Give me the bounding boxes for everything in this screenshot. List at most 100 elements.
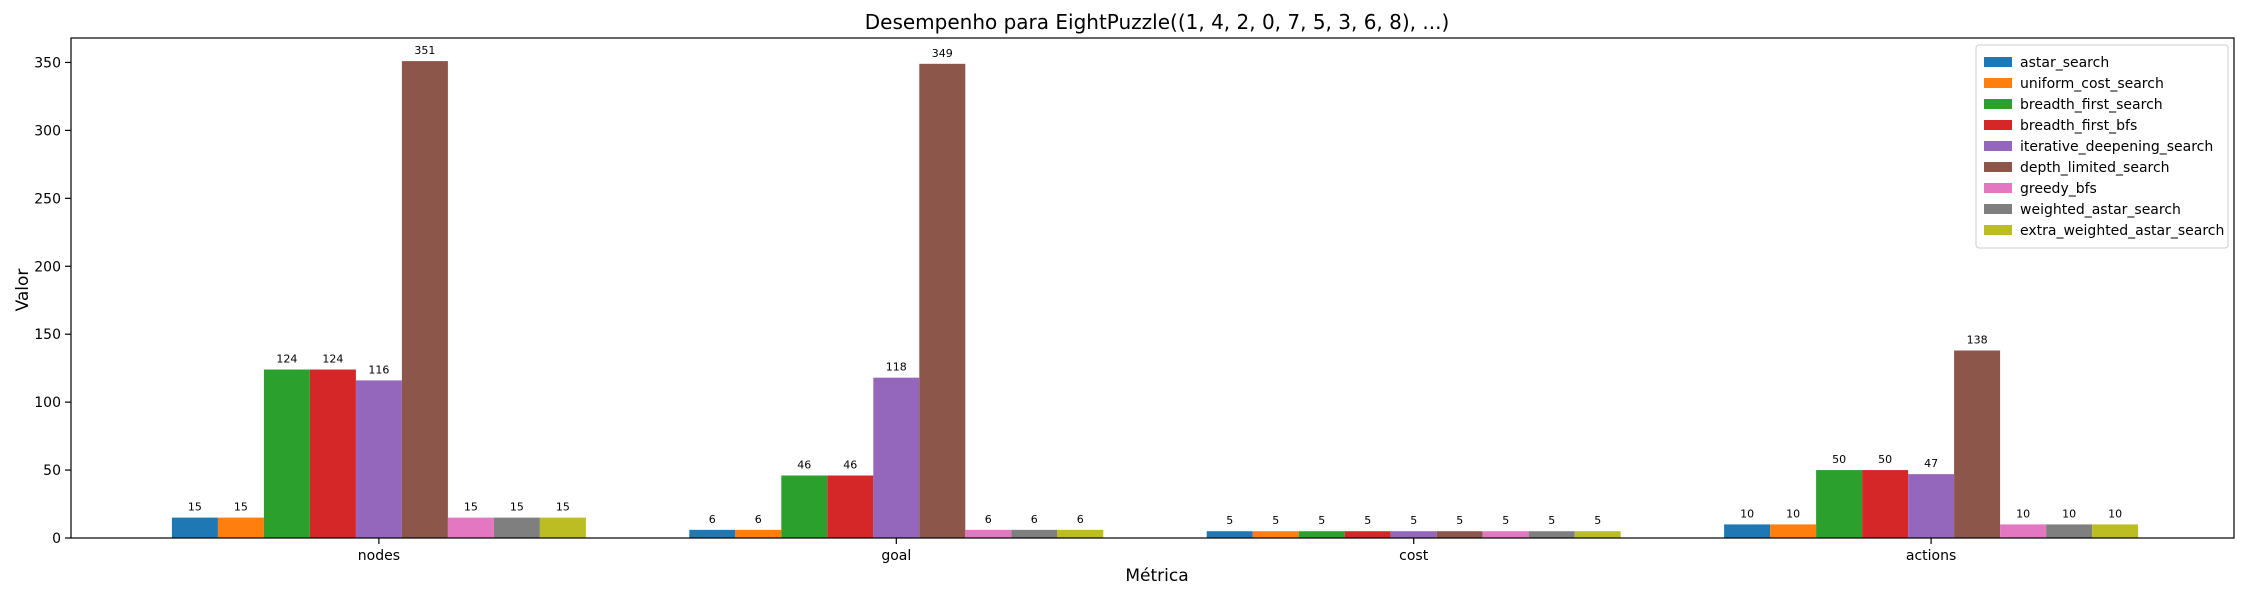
legend-label: greedy_bfs <box>2020 181 2097 197</box>
bar-astar_search-nodes <box>171 517 218 538</box>
legend-label: extra_weighted_astar_search <box>2020 223 2224 239</box>
bar-astar_search-cost <box>1206 531 1253 538</box>
bar-value-label: 6 <box>1077 513 1084 526</box>
legend-swatch <box>1984 183 2012 193</box>
bar-iterative_deepening_search-nodes <box>355 380 402 538</box>
y-tick-label: 250 <box>34 191 61 207</box>
x-tick-label: actions <box>1906 548 1956 564</box>
bar-value-label: 6 <box>985 513 992 526</box>
bar-breadth_first_search-actions <box>1816 470 1863 538</box>
x-tick-label: nodes <box>358 548 400 564</box>
bar-extra_weighted_astar_search-nodes <box>539 517 586 538</box>
bar-breadth_first_search-goal <box>781 475 828 538</box>
bar-breadth_first_bfs-actions <box>1862 470 1909 538</box>
bar-uniform_cost_search-goal <box>735 529 782 538</box>
bar-breadth_first_bfs-cost <box>1344 531 1391 538</box>
bar-value-label: 5 <box>1502 514 1509 527</box>
bar-value-label: 5 <box>1364 514 1371 527</box>
bar-value-label: 15 <box>556 501 570 514</box>
bar-value-label: 15 <box>234 501 248 514</box>
bar-value-label: 10 <box>1740 507 1754 520</box>
bar-value-label: 6 <box>755 513 762 526</box>
bar-iterative_deepening_search-goal <box>873 377 920 538</box>
y-tick-label: 300 <box>34 123 61 139</box>
bar-value-label: 15 <box>464 501 478 514</box>
plot-frame <box>70 37 2235 539</box>
y-tick-label: 100 <box>34 395 61 411</box>
legend-swatch <box>1984 162 2012 172</box>
bar-value-label: 47 <box>1924 457 1938 470</box>
bar-value-label: 5 <box>1318 514 1325 527</box>
bar-value-label: 351 <box>414 44 435 57</box>
bar-greedy_bfs-nodes <box>447 517 494 538</box>
bar-breadth_first_bfs-goal <box>827 475 874 538</box>
legend-box <box>1975 44 2229 249</box>
bar-depth_limited_search-nodes <box>401 61 448 538</box>
bar-greedy_bfs-actions <box>2000 524 2047 538</box>
legend-swatch <box>1984 204 2012 214</box>
bar-uniform_cost_search-cost <box>1252 531 1299 538</box>
legend-swatch <box>1984 141 2012 151</box>
bar-value-label: 124 <box>322 353 343 366</box>
bar-greedy_bfs-goal <box>965 529 1012 538</box>
bar-value-label: 10 <box>1786 507 1800 520</box>
bar-value-label: 50 <box>1832 453 1846 466</box>
bar-value-label: 46 <box>843 459 857 472</box>
bar-value-label: 50 <box>1878 453 1892 466</box>
bar-extra_weighted_astar_search-goal <box>1057 529 1104 538</box>
bars-layer: 15 15 124 124 116 351 15 15 15 6 6 46 46 118 349 6 6 6 5 5 5… <box>171 44 2139 538</box>
bar-breadth_first_bfs-nodes <box>309 369 356 538</box>
bar-value-label: 15 <box>188 501 202 514</box>
y-tick-label: 350 <box>34 55 61 71</box>
bar-value-label: 6 <box>1031 513 1038 526</box>
legend-swatch <box>1984 225 2012 235</box>
legend-label: weighted_astar_search <box>2020 202 2181 218</box>
bar-depth_limited_search-cost <box>1436 531 1483 538</box>
bar-uniform_cost_search-nodes <box>217 517 264 538</box>
x-tick-label: cost <box>1399 548 1429 564</box>
bar-value-label: 6 <box>709 513 716 526</box>
bar-uniform_cost_search-actions <box>1770 524 1817 538</box>
bar-value-label: 116 <box>368 363 389 376</box>
bar-value-label: 10 <box>2108 507 2122 520</box>
bar-depth_limited_search-goal <box>919 63 966 538</box>
bar-value-label: 5 <box>1594 514 1601 527</box>
bar-value-label: 118 <box>886 361 907 374</box>
chart-title: Desempenho para EightPuzzle((1, 4, 2, 0,… <box>865 10 1450 34</box>
y-axis-label: Valor <box>13 269 33 312</box>
bar-value-label: 5 <box>1272 514 1279 527</box>
bar-weighted_astar_search-goal <box>1011 529 1058 538</box>
y-tick-label: 200 <box>34 259 61 275</box>
legend-label: astar_search <box>2020 55 2109 71</box>
bar-extra_weighted_astar_search-cost <box>1574 531 1621 538</box>
bar-value-label: 5 <box>1548 514 1555 527</box>
legend-label: iterative_deepening_search <box>2020 139 2213 155</box>
bar-value-label: 5 <box>1226 514 1233 527</box>
legend: astar_search uniform_cost_search breadth_f… <box>1975 44 2229 249</box>
bar-value-label: 5 <box>1410 514 1417 527</box>
bar-iterative_deepening_search-actions <box>1908 474 1955 538</box>
bar-value-label: 15 <box>510 501 524 514</box>
bar-weighted_astar_search-actions <box>2046 524 2093 538</box>
bar-value-label: 10 <box>2016 507 2030 520</box>
legend-swatch <box>1984 78 2012 88</box>
bar-value-label: 10 <box>2062 507 2076 520</box>
legend-label: uniform_cost_search <box>2020 76 2164 92</box>
bar-value-label: 5 <box>1456 514 1463 527</box>
legend-label: breadth_first_search <box>2020 97 2163 113</box>
x-tick-label: goal <box>881 548 911 564</box>
bar-breadth_first_search-cost <box>1298 531 1345 538</box>
bar-depth_limited_search-actions <box>1954 350 2001 538</box>
legend-swatch <box>1984 57 2012 67</box>
bar-extra_weighted_astar_search-actions <box>2092 524 2139 538</box>
bar-astar_search-actions <box>1724 524 1771 538</box>
bar-astar_search-goal <box>689 529 736 538</box>
bar-greedy_bfs-cost <box>1482 531 1529 538</box>
bar-value-label: 46 <box>797 459 811 472</box>
legend-swatch <box>1984 120 2012 130</box>
legend-label: depth_limited_search <box>2020 160 2170 176</box>
bar-value-label: 349 <box>932 47 953 60</box>
bar-weighted_astar_search-nodes <box>493 517 540 538</box>
